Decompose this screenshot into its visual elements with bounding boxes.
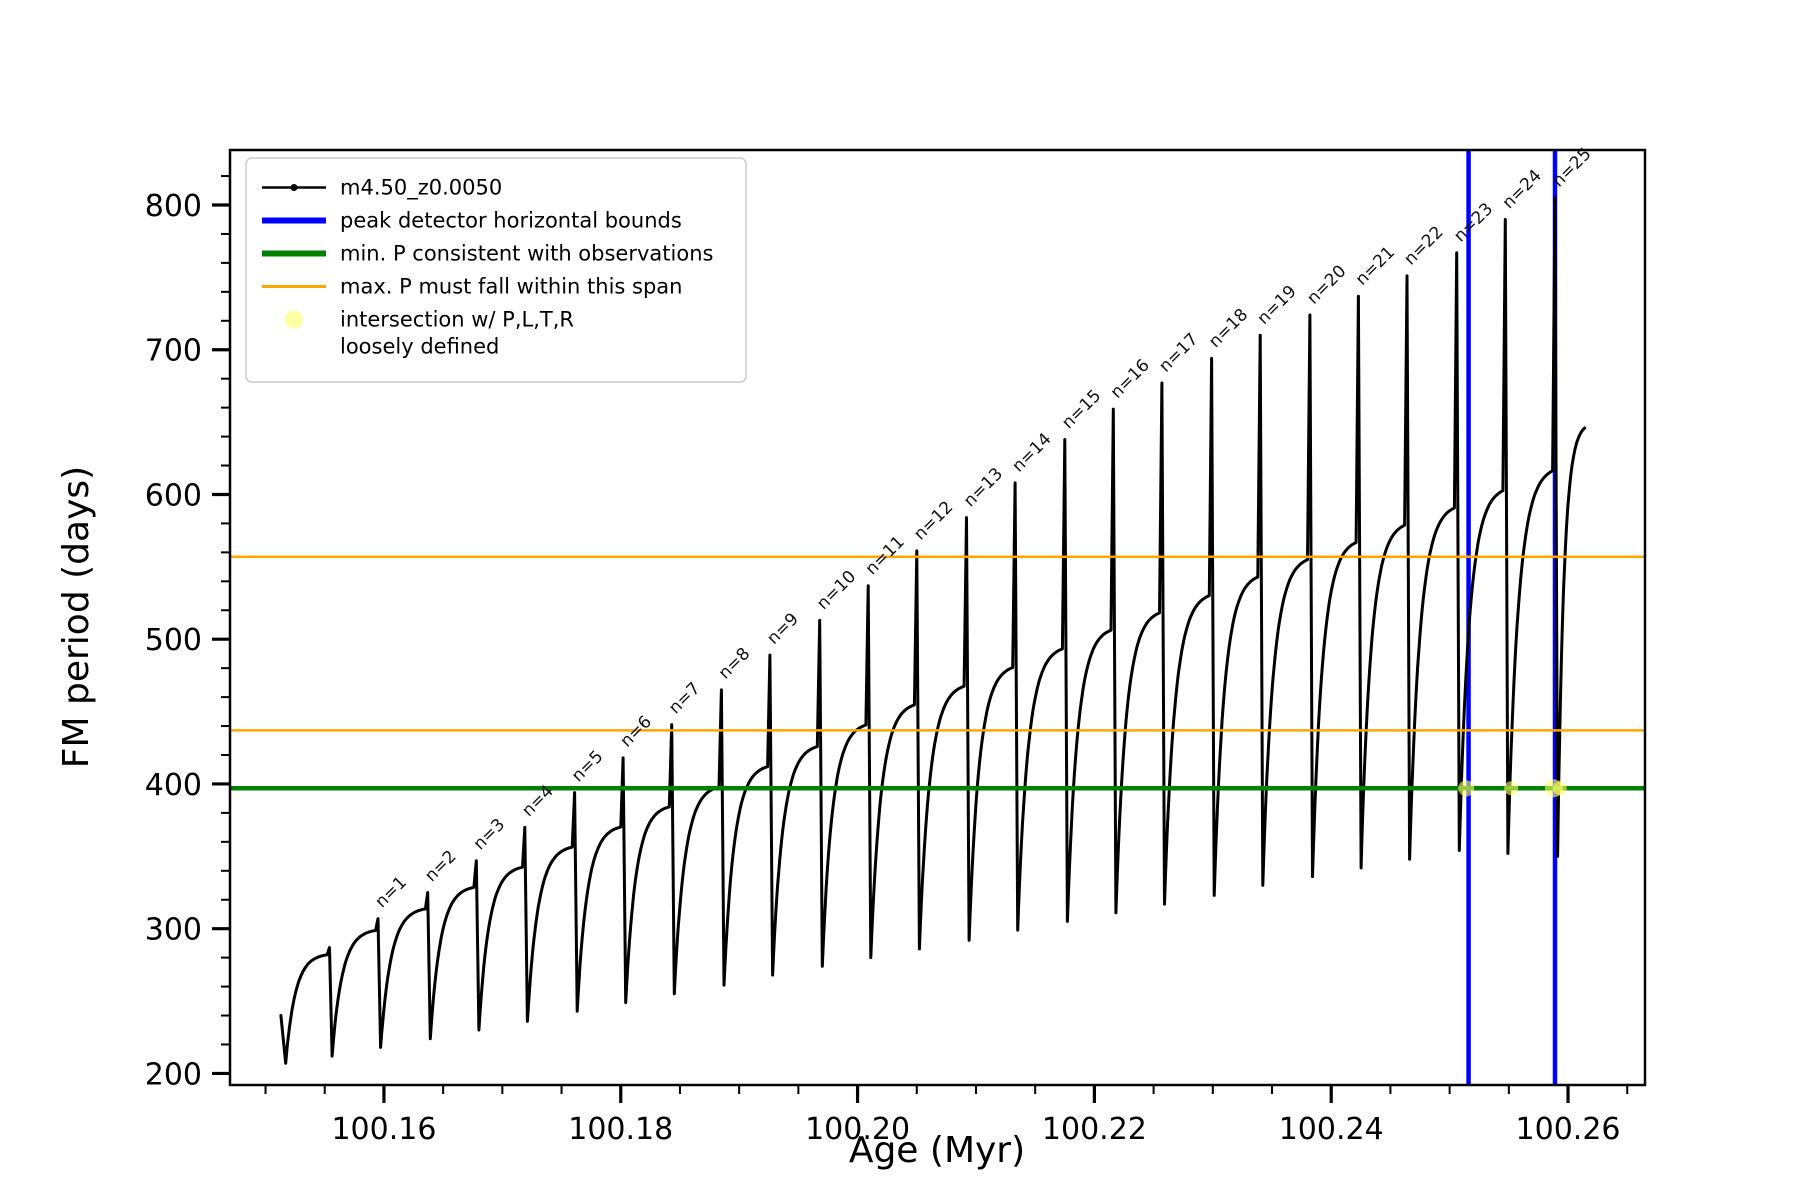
peak-label-n=24: n=24	[1499, 166, 1546, 213]
plot-frame	[228, 148, 1647, 1087]
peak-label-n=18: n=18	[1205, 305, 1252, 352]
legend-label: m4.50_z0.0050	[340, 176, 502, 201]
legend-label: loosely defined	[340, 335, 499, 359]
peak-label-n=8: n=8	[715, 644, 754, 683]
legend-label: max. P must fall within this span	[340, 275, 682, 299]
peak-label-n=13: n=13	[960, 464, 1007, 511]
peak-label-n=22: n=22	[1400, 222, 1447, 269]
peak-label-n=19: n=19	[1254, 282, 1301, 329]
peak-label-n=5: n=5	[568, 747, 607, 786]
intersection-marker	[1458, 780, 1475, 797]
series-line-m4.50_z0.0050	[279, 196, 1587, 1065]
legend-label: intersection w/ P,L,T,R	[340, 308, 574, 332]
axis-ticks	[212, 175, 1629, 1103]
x-tick-label: 100.22	[1042, 1112, 1147, 1147]
peak-detector-bounds-lines	[1466, 150, 1558, 1085]
peak-label-n=7: n=7	[665, 679, 704, 718]
x-tick-label: 100.26	[1516, 1112, 1621, 1147]
intersection-marker	[1504, 781, 1519, 796]
intersection-marker	[1552, 781, 1567, 796]
x-tick-label: 100.16	[331, 1112, 436, 1147]
legend-label: peak detector horizontal bounds	[340, 209, 682, 233]
peak-label-n=14: n=14	[1008, 429, 1055, 476]
peak-label-n=12: n=12	[910, 497, 957, 544]
peak-label-n=20: n=20	[1303, 261, 1350, 308]
y-tick-label: 200	[145, 1057, 202, 1092]
peak-label-n=10: n=10	[813, 567, 860, 614]
axis-tick-labels: 100.16 100.18 100.20 100.22 100.24 100.26 200 3…	[145, 189, 1621, 1147]
peak-label-n=15: n=15	[1058, 386, 1105, 433]
y-tick-label: 400	[145, 768, 202, 803]
x-tick-label: 100.24	[1279, 1112, 1384, 1147]
peak-label-n=16: n=16	[1107, 355, 1154, 402]
peak-label-n=17: n=17	[1155, 329, 1202, 376]
legend-box	[245, 157, 747, 383]
y-axis-label: FM period (days)	[56, 466, 97, 768]
peak-label-n=6: n=6	[617, 712, 656, 751]
peak-label-n=23: n=23	[1450, 199, 1497, 246]
peak-label-n=21: n=21	[1352, 243, 1399, 290]
period-constraint-lines	[230, 555, 1645, 791]
legend-intersection-marker	[285, 310, 303, 329]
y-tick-label: 500	[145, 623, 202, 658]
x-tick-label: 100.18	[568, 1112, 673, 1147]
peak-label-n=2: n=2	[421, 847, 460, 886]
y-tick-label: 800	[145, 189, 202, 224]
y-tick-label: 300	[145, 913, 202, 948]
legend-dot-marker	[290, 184, 298, 191]
x-axis-label: Age (Myr)	[849, 1130, 1025, 1171]
x-tick-label: 100.20	[805, 1112, 910, 1147]
y-tick-label: 600	[145, 478, 202, 513]
y-tick-label: 700	[145, 334, 202, 369]
legend-label: min. P consistent with observations	[340, 242, 713, 266]
peak-label-n=1: n=1	[371, 873, 410, 912]
peak-label-n=9: n=9	[763, 609, 802, 648]
intersection-markers	[1458, 779, 1567, 798]
peak-label-n=3: n=3	[470, 815, 509, 854]
